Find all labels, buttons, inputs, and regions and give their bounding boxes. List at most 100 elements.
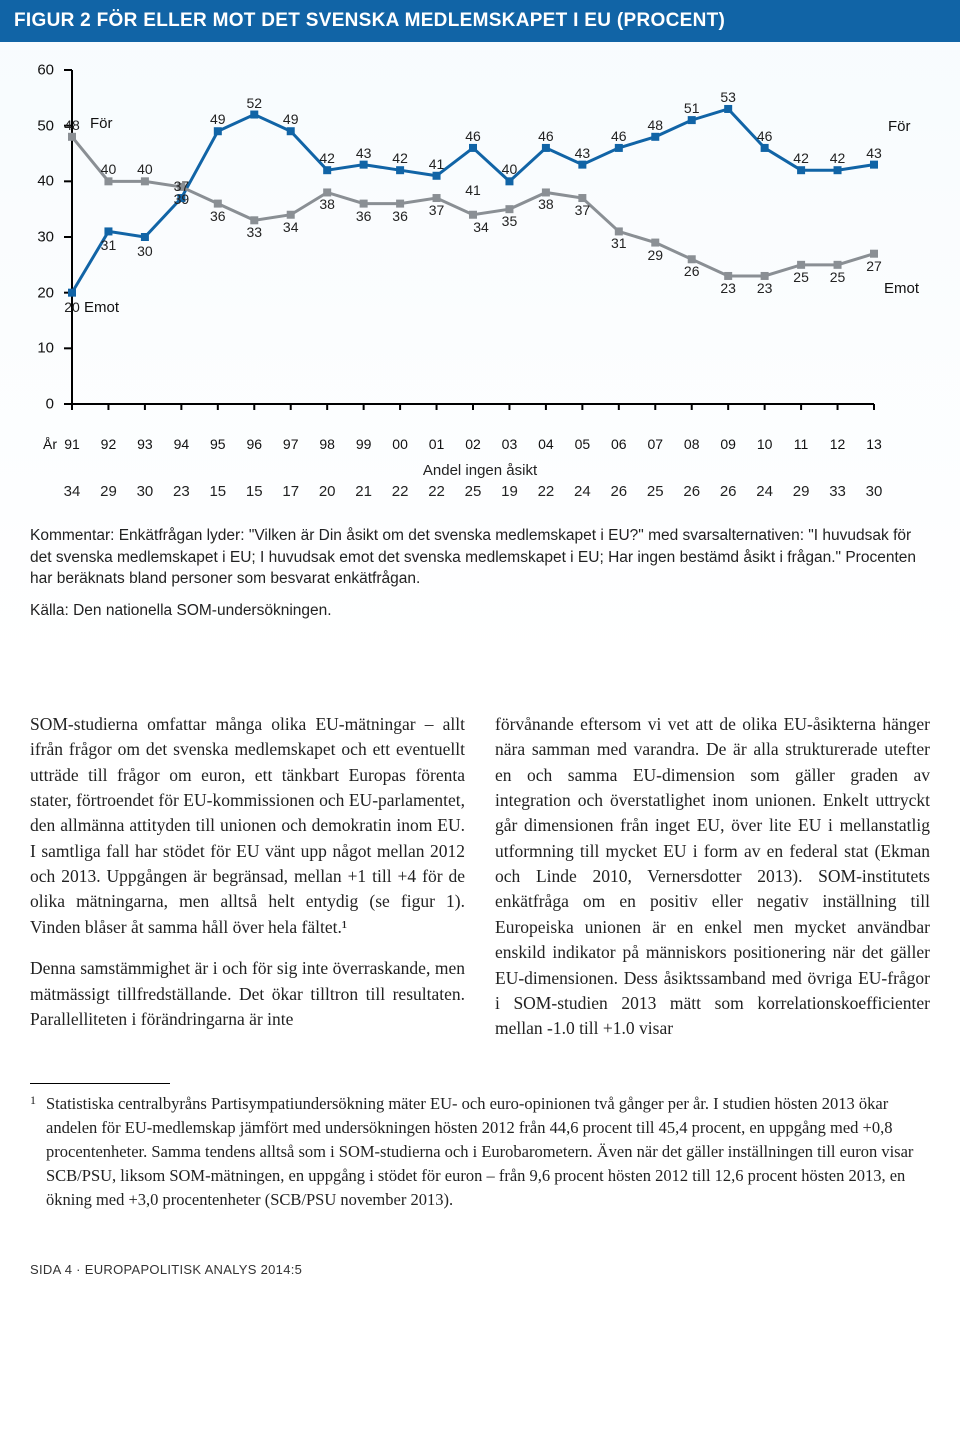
data-point-label: 40 [502,161,518,177]
data-point-label: 41 [465,182,481,198]
series-label-for-right: För [888,118,911,135]
x-tick-label: 08 [684,436,700,452]
andel-value: 17 [282,483,299,500]
data-point-label: 46 [538,128,554,144]
x-tick-label: 00 [392,436,408,452]
data-point-label: 20 [64,299,80,315]
data-point-label: 27 [866,258,882,274]
andel-value: 23 [173,483,190,500]
data-point-label: 23 [720,280,736,296]
data-point-label: 42 [319,150,335,166]
body-p3: förvånande eftersom vi vet att de olika … [495,712,930,1042]
footnote-text: Statistiska centralbyråns Partisympatiun… [46,1092,930,1212]
y-tick-label: 50 [32,117,54,134]
andel-value: 30 [866,483,883,500]
andel-value: 15 [246,483,263,500]
x-tick-label: 12 [830,436,846,452]
page-footer: SIDA 4 · EUROPAPOLITISK ANALYS 2014:5 [0,1262,960,1297]
commentary-p1: Kommentar: Enkätfrågan lyder: "Vilken är… [30,525,930,590]
data-point-label: 42 [392,150,408,166]
body-p1: SOM-studierna omfattar många olika EU-mä… [30,712,465,940]
andel-value: 22 [538,483,555,500]
andel-value: 24 [574,483,591,500]
andel-value: 26 [610,483,627,500]
data-point-label: 48 [64,117,80,133]
x-tick-label: 11 [794,436,809,452]
data-point-label: 49 [210,111,226,127]
andel-value: 22 [428,483,445,500]
x-axis-labels: År91929394959697989900010203040506070809… [30,436,930,458]
footnote-rule [30,1083,170,1084]
y-tick-label: 30 [32,229,54,246]
data-point-label: 23 [757,280,773,296]
andel-value: 34 [64,483,81,500]
x-tick-label: 97 [283,436,299,452]
body-p2: Denna samstämmighet är i och för sig int… [30,956,465,1032]
x-tick-label: 03 [502,436,518,452]
line-chart: 0102030405060203130374952494243424146404… [30,62,930,432]
y-tick-label: 10 [32,340,54,357]
x-axis-title: År [43,436,57,452]
data-point-label: 29 [647,247,663,263]
y-tick-label: 0 [32,396,54,413]
x-tick-label: 01 [429,436,445,452]
footnote-number: 1 [30,1092,46,1212]
y-tick-label: 20 [32,284,54,301]
data-point-label: 41 [429,156,445,172]
andel-value: 33 [829,483,846,500]
data-point-label: 37 [575,202,591,218]
data-point-label: 40 [101,161,117,177]
data-point-label: 48 [647,117,663,133]
data-point-label: 36 [392,208,408,224]
commentary-p2: Källa: Den nationella SOM-undersökningen… [30,600,930,622]
andel-value: 30 [137,483,154,500]
data-point-label: 38 [319,196,335,212]
x-tick-label: 92 [101,436,117,452]
andel-value: 24 [756,483,773,500]
data-point-label: 46 [757,128,773,144]
andel-value: 25 [465,483,482,500]
x-tick-label: 13 [866,436,882,452]
x-tick-label: 96 [246,436,262,452]
andel-value: 29 [100,483,117,500]
andel-value: 29 [793,483,810,500]
x-tick-label: 99 [356,436,372,452]
andel-value: 21 [355,483,372,500]
andel-section: Andel ingen åsikt 3429302315151720212222… [30,462,930,501]
chart-svg [30,62,930,432]
figure-title: FIGUR 2 FÖR ELLER MOT DET SVENSKA MEDLEM… [0,0,960,42]
data-point-label: 37 [429,202,445,218]
andel-value: 19 [501,483,518,500]
data-point-label: 49 [283,111,299,127]
body-text: SOM-studierna omfattar många olika EU-mä… [0,712,960,1063]
series-label-emot-left: Emot [84,299,119,316]
data-point-label: 25 [830,269,846,285]
data-point-label: 53 [720,89,736,105]
andel-values: 3429302315151720212222251922242625262624… [30,483,930,501]
data-point-label: 34 [283,219,299,235]
data-point-label: 35 [502,213,518,229]
x-tick-label: 06 [611,436,627,452]
series-label-emot-right: Emot [884,280,919,297]
data-point-label: 40 [137,161,153,177]
y-tick-label: 60 [32,61,54,78]
andel-value: 22 [392,483,409,500]
andel-value: 26 [720,483,737,500]
data-point-label: 31 [101,237,117,253]
x-tick-label: 07 [647,436,663,452]
data-point-label: 43 [575,145,591,161]
x-tick-label: 95 [210,436,226,452]
data-point-label: 42 [793,150,809,166]
data-point-label: 31 [611,235,627,251]
x-tick-label: 93 [137,436,153,452]
x-tick-label: 10 [757,436,773,452]
x-tick-label: 09 [720,436,736,452]
commentary: Kommentar: Enkätfrågan lyder: "Vilken är… [30,525,930,622]
data-point-label: 46 [611,128,627,144]
andel-title: Andel ingen åsikt [30,462,930,479]
data-point-label: 34 [473,219,489,235]
andel-value: 20 [319,483,336,500]
x-tick-label: 04 [538,436,554,452]
x-tick-label: 98 [319,436,335,452]
data-point-label: 36 [210,208,226,224]
